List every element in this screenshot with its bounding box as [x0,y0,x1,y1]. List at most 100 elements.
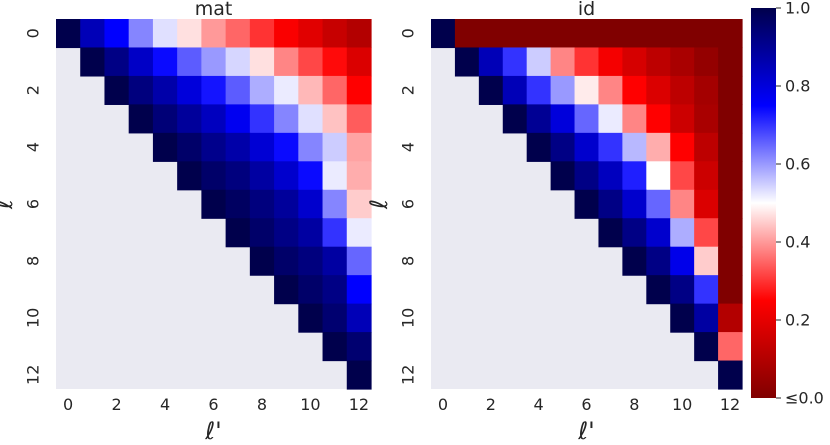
heatmap-cell [670,47,695,77]
heatmap-cell [56,19,81,49]
heatmap-cell [646,246,671,276]
heatmap-cell [274,19,299,49]
heatmap-cell [526,47,552,77]
heatmap-cell [225,189,251,219]
heatmap-cell [322,161,348,191]
y-tick-label: 2 [399,85,418,95]
heatmap-cell [718,275,743,305]
heatmap-id-x-ticks: 0 2 4 6 8 10 12 [438,395,740,414]
heatmap-cell [598,189,623,219]
heatmap-cell [718,303,743,333]
heatmap-cell [177,19,202,49]
heatmap-cell [694,132,719,162]
heatmap-cell [177,132,202,162]
heatmap-cell [694,104,719,134]
heatmap-mat-cells [56,19,372,390]
x-tick-label: 0 [63,395,73,414]
heatmap-cell [225,132,251,162]
heatmap-id: id ℓ' ℓ 0 2 4 6 8 10 12 0 2 4 6 8 10 12 [365,0,743,445]
heatmap-cell [670,132,695,162]
y-tick-label: 10 [24,308,43,328]
colorbar-tick-label: ≤0.0 [785,389,824,408]
heatmap-cell [274,189,299,219]
heatmap-cell [694,189,719,219]
x-tick-label: 12 [720,395,740,414]
heatmap-cell [201,47,227,77]
heatmap-cell [249,189,275,219]
heatmap-cell [104,47,130,77]
x-tick-label: 4 [534,395,544,414]
heatmap-cell [274,47,299,77]
heatmap-cell [152,47,178,77]
y-tick-label: 4 [24,142,43,152]
y-tick-label: 6 [399,199,418,209]
heatmap-cell [274,75,299,105]
heatmap-cell [201,19,227,49]
heatmap-cell [718,19,743,49]
heatmap-cell [694,332,719,362]
colorbar-tick-label: 0.8 [785,77,810,96]
heatmap-cell [298,218,324,248]
heatmap-cell [201,161,227,191]
heatmap-cell [431,19,456,49]
heatmap-cell [225,161,251,191]
y-tick-label: 12 [399,365,418,385]
heatmap-cell [128,75,154,105]
heatmap-cell [274,132,299,162]
heatmap-cell [298,132,324,162]
heatmap-cell [646,104,671,134]
heatmap-cell [646,161,671,191]
heatmap-cell [574,132,600,162]
heatmap-mat-y-axis-label: ℓ [0,199,18,210]
x-tick-label: 6 [581,395,591,414]
heatmap-cell [346,332,372,362]
heatmap-cell [598,161,623,191]
heatmap-cell [670,275,695,305]
heatmap-cell [646,275,671,305]
heatmap-cell [550,104,576,134]
heatmap-cell [346,189,372,219]
heatmap-cell [502,47,528,77]
heatmap-cell [718,246,743,276]
heatmap-mat: mat ℓ' ℓ 0 2 4 6 8 10 12 0 2 4 6 8 10 12 [0,0,372,445]
heatmap-cell [694,75,719,105]
heatmap-cell [346,303,372,333]
heatmap-cell [298,275,324,305]
heatmap-cell [670,19,695,49]
heatmap-cell [718,332,743,362]
heatmap-id-cells [431,19,743,390]
heatmap-cell [346,360,372,390]
heatmap-cell [478,47,504,77]
heatmap-cell [670,303,695,333]
heatmap-cell [598,132,623,162]
heatmap-cell [598,218,623,248]
heatmap-cell [298,104,324,134]
heatmap-id-y-axis-label: ℓ [365,199,393,210]
y-tick-label: 4 [399,142,418,152]
heatmap-cell [502,19,528,49]
heatmap-cell [322,19,348,49]
heatmap-cell [346,161,372,191]
heatmap-cell [322,47,348,77]
heatmap-cell [322,75,348,105]
heatmap-cell [177,104,202,134]
heatmap-cell [298,189,324,219]
heatmap-cell [574,19,600,49]
heatmap-cell [274,275,299,305]
y-tick-label: 8 [399,256,418,266]
heatmap-cell [646,75,671,105]
heatmap-mat-title: mat [195,0,233,20]
x-tick-label: 8 [629,395,639,414]
heatmap-cell [622,19,647,49]
heatmap-cell [622,161,647,191]
heatmap-cell [201,104,227,134]
heatmap-cell [152,132,178,162]
heatmap-cell [646,19,671,49]
x-tick-label: 10 [300,395,320,414]
heatmap-cell [298,19,324,49]
heatmap-id-title: id [578,0,595,20]
heatmap-cell [322,132,348,162]
heatmap-cell [346,218,372,248]
heatmap-cell [718,189,743,219]
heatmap-cell [694,218,719,248]
